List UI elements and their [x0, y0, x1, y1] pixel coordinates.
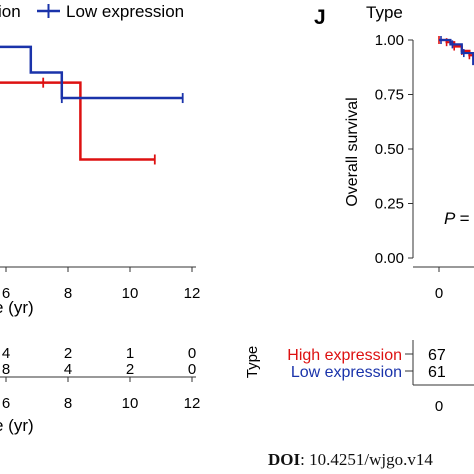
p-value-label: P =	[444, 209, 469, 228]
left-risk-x-tick-label: 10	[122, 395, 139, 412]
left-risk-x-ticks: 6 8 10 12	[2, 377, 201, 412]
right-y-tick-label: 0.75	[375, 87, 404, 104]
right-risk-x-tick-label: 0	[435, 398, 443, 415]
left-risk-x-tick-label: 12	[184, 395, 201, 412]
left-risk-count: 2	[126, 361, 134, 378]
right-y-axis-title: Overall survival	[344, 97, 361, 206]
left-series-line-0	[0, 81, 155, 161]
risk-table-type-title: Type	[244, 346, 261, 379]
right-panel: J Type Overall survival 1.00 0.75 0.50 0.25…	[244, 3, 474, 415]
risk-row-label-low: Low expression	[291, 364, 402, 381]
left-x-axis-title: e (yr)	[0, 298, 34, 317]
doi-citation: DOI: 10.4251/wjgo.v14	[268, 450, 433, 470]
right-series-line-1	[439, 38, 474, 66]
left-x-tick-label: 12	[184, 285, 201, 302]
risk-row-label-high: High expression	[287, 347, 402, 364]
left-x-ticks: 6 8 10 12	[2, 267, 201, 302]
left-x-tick-label: 6	[2, 285, 10, 302]
risk-count-low-0: 61	[428, 364, 446, 381]
legend-item-low: Low expression	[66, 2, 184, 21]
legend-item-high-partial: ion	[0, 2, 21, 21]
right-curves	[438, 36, 474, 66]
right-y-ticks: 1.00 0.75 0.50 0.25 0.00	[375, 32, 413, 267]
left-risk-count: 0	[188, 361, 196, 378]
left-risk-table: 4 2 1 08 4 2 0	[2, 345, 196, 378]
left-risk-count: 4	[2, 345, 10, 362]
left-risk-count: 2	[64, 345, 72, 362]
doi-value: : 10.4251/wjgo.v14	[300, 450, 433, 469]
left-risk-count: 8	[2, 361, 10, 378]
right-y-tick-label: 0.50	[375, 141, 404, 158]
left-risk-count: 0	[188, 345, 196, 362]
left-x-tick-label: 8	[64, 285, 72, 302]
panel-letter: J	[314, 6, 326, 29]
left-series-line-1	[0, 45, 183, 100]
left-risk-count: 4	[64, 361, 72, 378]
right-y-tick-label: 0.00	[375, 250, 404, 267]
right-y-tick-label: 0.25	[375, 196, 404, 213]
right-x-tick-label: 0	[435, 285, 443, 302]
left-risk-count: 1	[126, 345, 134, 362]
risk-count-high-0: 67	[428, 347, 446, 364]
right-y-tick-label: 1.00	[375, 32, 404, 49]
doi-label: DOI	[268, 450, 301, 469]
left-risk-x-tick-label: 6	[2, 395, 10, 412]
left-risk-x-axis-title: e (yr)	[0, 416, 34, 435]
left-x-tick-label: 10	[122, 285, 139, 302]
right-legend-title: Type	[366, 3, 403, 22]
left-risk-x-tick-label: 8	[64, 395, 72, 412]
left-curves	[0, 45, 184, 165]
